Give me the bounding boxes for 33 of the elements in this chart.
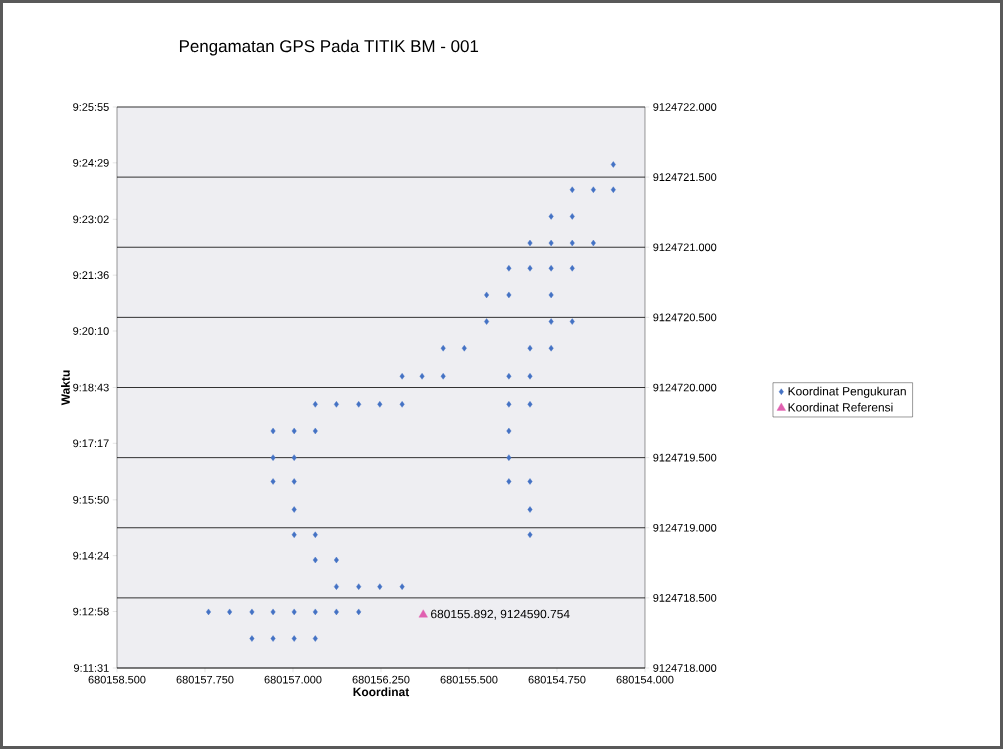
y2-tick-label: 9124720.000 [653,383,717,392]
x-tick-label: 680157.000 [264,675,322,684]
y-tick-label: 9:21:36 [73,271,109,280]
y-tick-label: 9:17:17 [73,439,109,448]
y-tick-label: 9:24:29 [73,158,109,167]
x-tick-label: 680156.250 [352,675,410,684]
y-tick-label: 9:25:55 [73,103,109,111]
y-tick-label: 9:11:31 [73,664,109,672]
x-tick-label: 680154.000 [616,675,674,684]
x-tick-label: 680158.500 [88,675,146,684]
y-tick-label: 9:15:50 [73,495,109,504]
y-tick-label: 9:12:58 [73,607,109,616]
x-axis-title: Koordinat [353,687,410,697]
legend-label: Koordinat Referensi [788,402,893,412]
y2-tick-label: 9124719.000 [653,523,717,532]
y2-tick-label: 9124721.500 [653,173,717,181]
x-tick-label: 680155.500 [440,675,498,684]
y2-tick-label: 9124720.500 [653,313,717,322]
y2-tick-label: 9124718.000 [653,664,717,672]
y2-tick-label: 9124719.500 [653,453,717,462]
y-tick-label: 9:23:02 [73,215,109,224]
y-tick-label: 9:20:10 [73,327,109,335]
y-tick-label: 9:14:24 [73,551,109,560]
y-tick-label: 9:18:43 [73,383,109,392]
y2-tick-label: 9124718.500 [653,594,717,602]
x-tick-label: 680154.750 [528,675,586,684]
annotation: 680155.892, 9124590.754 [431,609,570,620]
chart-title: Pengamatan GPS Pada TITIK BM - 001 [179,39,479,56]
x-tick-label: 680157.750 [176,675,234,684]
y2-tick-label: 9124721.000 [653,243,717,252]
legend-label: Koordinat Pengukuran [788,386,906,398]
y-axis-title: Waktu [61,370,70,406]
y2-tick-label: 9124722.000 [653,103,717,111]
